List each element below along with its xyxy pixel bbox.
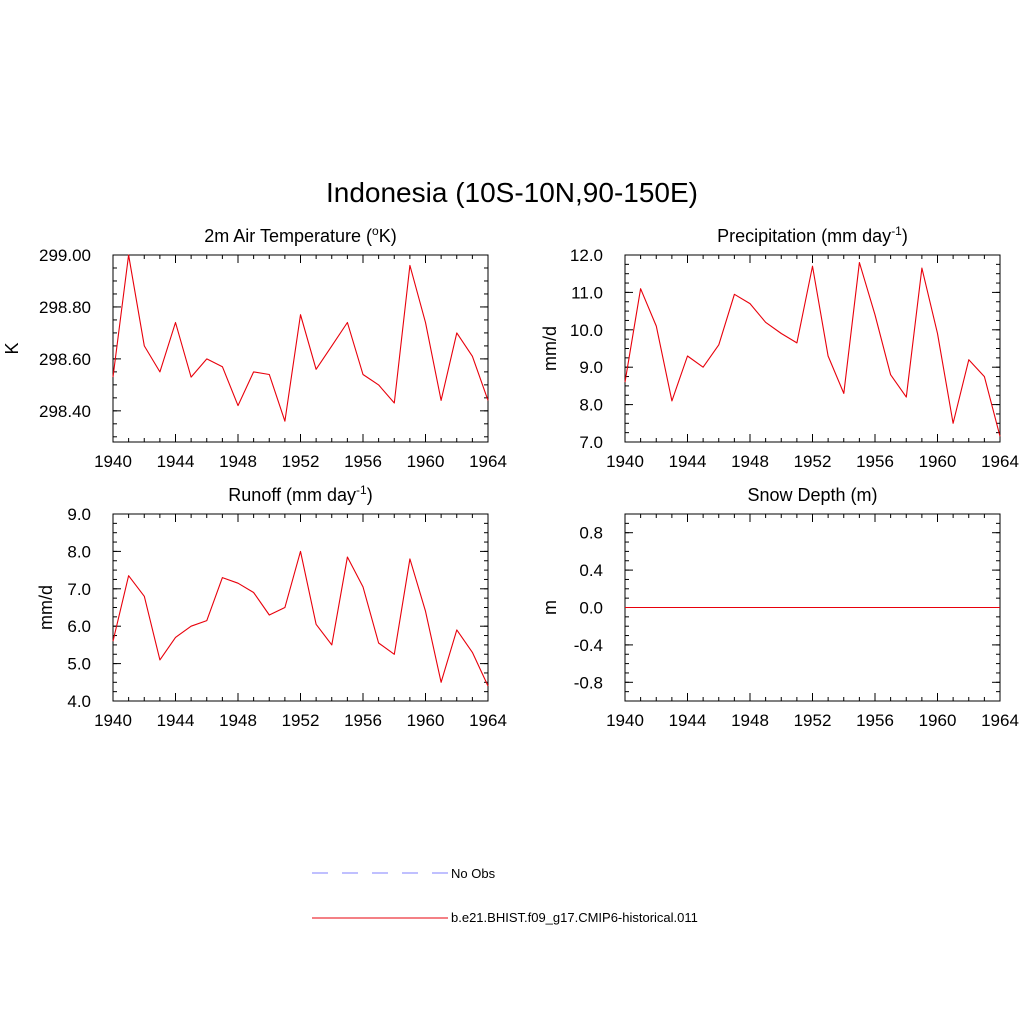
y-tick-label: 8.0 [67,542,91,561]
panel-4: 1940 1944 1948 1952 1956 1960 1964 -0.8 -0.4 0.0 0… [540,485,1019,730]
y-tick-label: -0.8 [574,673,603,692]
panel-title: 2m Air Temperature (oK) [204,224,396,246]
x-tick-label: 1940 [606,711,644,730]
panels: 1940 1944 1948 1952 1956 1960 1964 298.40 298.60… [2,224,1019,730]
y-tick-label: 0.8 [579,524,603,543]
x-tick-label: 1956 [856,452,894,471]
x-tick-label: 1940 [94,452,132,471]
x-tick-label: 1960 [919,711,957,730]
series-line-1 [112,254,489,422]
y-tick-label: 5.0 [67,655,91,674]
x-tick-label: 1952 [794,452,832,471]
y-tick-label: 0.4 [579,561,603,580]
x-tick-label: 1944 [669,452,707,471]
x-tick-label: 1952 [282,711,320,730]
legend-obs-label: No Obs [451,866,496,881]
x-tick-label: 1956 [856,711,894,730]
y-tick-label: -0.4 [574,636,603,655]
y-tick-label: 299.00 [39,246,91,265]
x-tick-label: 1960 [919,452,957,471]
panel-title: Runoff (mm day-1) [228,483,372,505]
y-tick-label: 298.40 [39,402,91,421]
x-tick-label: 1960 [407,711,445,730]
y-tick-label: 7.0 [67,580,91,599]
y-tick-label: 7.0 [579,433,603,452]
panel-1: 1940 1944 1948 1952 1956 1960 1964 298.40 298.60… [2,224,507,471]
x-tick-label: 1948 [731,711,769,730]
y-tick-label: 11.0 [571,283,603,302]
y-tick-label: 298.80 [39,298,91,317]
x-tick-label: 1948 [219,711,257,730]
x-tick-label: 1964 [469,452,507,471]
x-tick-label: 1964 [981,711,1019,730]
plot-frame [112,513,489,702]
y-tick-label: 8.0 [579,396,603,415]
x-tick-label: 1944 [157,711,195,730]
x-tick-label: 1960 [407,452,445,471]
y-tick-label: 4.0 [67,692,91,711]
panel-2: 1940 1944 1948 1952 1956 1960 1964 7.0 8.0 9.0 10.… [540,224,1019,471]
y-tick-label: 9.0 [579,358,603,377]
y-tick-label: 0.0 [579,599,603,618]
legend-model-label: b.e21.BHIST.f09_g17.CMIP6-historical.011 [451,910,698,925]
x-tick-label: 1948 [219,452,257,471]
y-tick-label: 12.0 [570,246,603,265]
x-tick-label: 1944 [669,711,707,730]
y-tick-label: 298.60 [39,350,91,369]
y-axis-label: mm/d [540,326,560,371]
panel-title: Precipitation (mm day-1) [717,224,908,246]
panel-title: Snow Depth (m) [747,485,877,505]
main-title: Indonesia (10S-10N,90-150E) [326,177,698,208]
x-tick-label: 1952 [794,711,832,730]
y-tick-label: 9.0 [67,505,91,524]
panel-3: 1940 1944 1948 1952 1956 1960 1964 4.0 5.0 6.0 7.0… [36,483,507,730]
series-line-1 [624,261,1001,437]
x-tick-label: 1964 [981,452,1019,471]
y-axis-label: mm/d [36,585,56,630]
x-tick-label: 1944 [157,452,195,471]
y-axis-label: m [540,600,560,615]
x-tick-label: 1956 [344,452,382,471]
y-axis-label: K [2,342,22,354]
x-tick-label: 1940 [94,711,132,730]
x-tick-label: 1940 [606,452,644,471]
legend: No Obs b.e21.BHIST.f09_g17.CMIP6-histori… [312,866,698,925]
x-tick-label: 1956 [344,711,382,730]
x-tick-label: 1952 [282,452,320,471]
x-tick-label: 1964 [469,711,507,730]
y-tick-label: 6.0 [67,617,91,636]
y-tick-label: 10.0 [570,321,603,340]
series-line-1 [112,550,489,687]
plot-frame [112,254,489,443]
plot-frame [624,254,1001,443]
x-tick-label: 1948 [731,452,769,471]
